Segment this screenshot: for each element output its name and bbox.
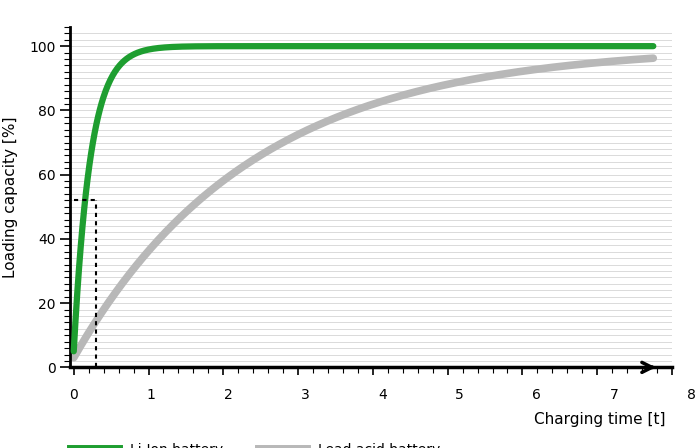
Legend: Li-Ion battery, Lead acid battery: Li-Ion battery, Lead acid battery bbox=[65, 437, 446, 448]
Text: 2: 2 bbox=[224, 388, 232, 401]
Text: 4: 4 bbox=[378, 388, 387, 401]
Text: 6: 6 bbox=[533, 388, 541, 401]
Text: 7: 7 bbox=[610, 388, 619, 401]
Y-axis label: Loading capacity [%]: Loading capacity [%] bbox=[3, 116, 18, 278]
Text: 0: 0 bbox=[69, 388, 78, 401]
Text: 8: 8 bbox=[687, 388, 696, 401]
Text: 5: 5 bbox=[456, 388, 464, 401]
Text: 1: 1 bbox=[146, 388, 155, 401]
Text: 3: 3 bbox=[301, 388, 310, 401]
Text: Charging time [t]: Charging time [t] bbox=[534, 412, 666, 427]
